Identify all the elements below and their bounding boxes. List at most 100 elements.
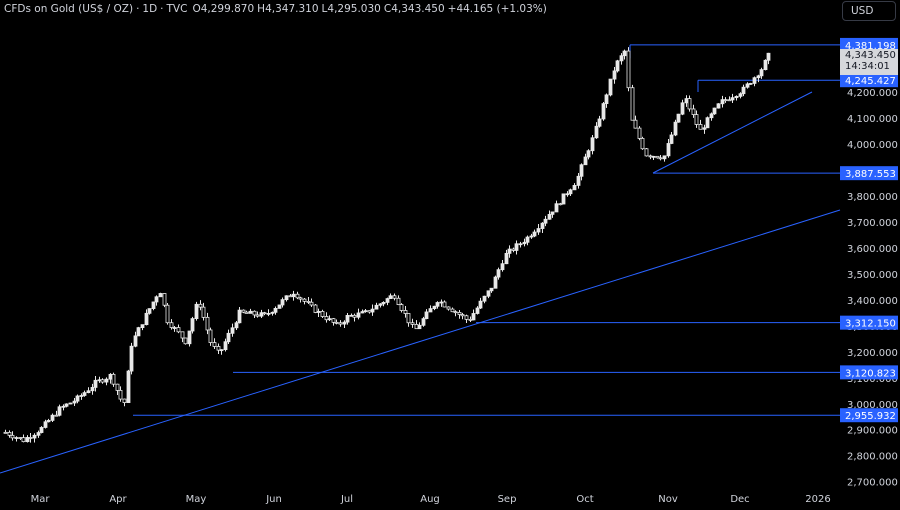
candle-down xyxy=(180,331,185,339)
candle-up xyxy=(590,137,595,152)
candlesticks xyxy=(3,47,771,443)
candle-up xyxy=(493,276,498,289)
close-label: C xyxy=(383,3,392,15)
high-value: 4,347.310 xyxy=(265,3,319,15)
x-tick-label: Dec xyxy=(730,494,749,505)
candle-up xyxy=(187,330,192,345)
close-value: 4,343.450 xyxy=(391,3,445,15)
y-tick-label: 4,000.000 xyxy=(847,140,898,151)
candle-up xyxy=(428,308,433,313)
candle-down xyxy=(464,315,469,320)
symbol-name[interactable]: CFDs on Gold (US$ / OZ) xyxy=(4,3,134,15)
candle-up xyxy=(514,243,519,251)
bar-countdown: 14:34:01 xyxy=(845,61,890,72)
candle-down xyxy=(338,322,343,325)
candle-down xyxy=(334,321,339,324)
level-label-bg xyxy=(840,408,898,423)
candle-up xyxy=(547,214,552,220)
candle-up xyxy=(417,324,422,330)
candle-up xyxy=(280,299,285,306)
horizontal-levels[interactable] xyxy=(133,44,840,416)
candle-up xyxy=(489,287,494,292)
candle-down xyxy=(694,114,699,125)
candle-up xyxy=(61,405,66,408)
candle-up xyxy=(144,312,149,326)
candle-up xyxy=(360,311,365,314)
interval[interactable]: 1D xyxy=(142,3,158,15)
candle-down xyxy=(457,311,462,315)
candle-up xyxy=(536,228,541,233)
candle-down xyxy=(626,50,631,89)
level-label: 3,887.553 xyxy=(845,169,896,180)
x-tick-label: Aug xyxy=(420,494,440,505)
x-tick-label: May xyxy=(186,494,207,505)
candle-up xyxy=(748,83,753,85)
candle-up xyxy=(284,295,289,301)
candle-up xyxy=(194,303,199,320)
candle-up xyxy=(363,310,368,313)
candle-down xyxy=(403,310,408,314)
candle-down xyxy=(298,297,303,300)
candle-down xyxy=(162,293,167,306)
candle-down xyxy=(306,300,311,303)
candle-down xyxy=(288,295,293,298)
candle-up xyxy=(248,310,253,314)
candle-up xyxy=(522,241,527,245)
candle-down xyxy=(655,155,660,159)
candle-up xyxy=(270,311,275,314)
candle-up xyxy=(388,295,393,300)
candle-up xyxy=(316,310,321,313)
currency-button[interactable]: USD xyxy=(842,1,896,21)
change-value: +44.165 (+1.03%) xyxy=(447,3,547,15)
last-price-label: 4,343.450 14:34:01 xyxy=(840,49,898,75)
candle-up xyxy=(327,318,332,321)
candle-down xyxy=(111,373,116,385)
candle-up xyxy=(43,421,48,428)
candle-up xyxy=(568,189,573,195)
candle-up xyxy=(741,86,746,95)
x-axis[interactable]: Mar Apr May Jun Jul Aug Sep Oct Nov Dec 2026 xyxy=(31,494,831,505)
candle-up xyxy=(36,432,41,436)
candle-up xyxy=(615,60,620,72)
candle-down xyxy=(727,99,732,102)
candle-up xyxy=(46,419,51,423)
candle-up xyxy=(684,98,689,104)
candle-up xyxy=(370,308,375,313)
candle-down xyxy=(122,398,127,403)
short-term-trendline xyxy=(652,91,813,174)
candle-down xyxy=(446,306,451,310)
candle-up xyxy=(666,143,671,157)
candle-up xyxy=(676,113,681,123)
candle-down xyxy=(3,431,8,434)
candle-down xyxy=(313,304,318,313)
candle-down xyxy=(352,314,357,318)
y-axis[interactable]: 4,200.0004,100.0004,000.0003,900.0003,80… xyxy=(847,88,898,489)
open-value: 4,299.870 xyxy=(200,3,255,15)
candle-down xyxy=(165,304,170,324)
candle-down xyxy=(414,323,419,330)
candle-up xyxy=(147,308,152,314)
candle-up xyxy=(561,193,566,205)
x-tick-label: Nov xyxy=(658,494,678,505)
candle-down xyxy=(183,337,188,345)
candle-up xyxy=(435,302,440,307)
candle-up xyxy=(72,400,77,404)
candle-up xyxy=(576,175,581,186)
candle-down xyxy=(212,342,217,347)
candle-up xyxy=(500,263,505,271)
candle-down xyxy=(324,316,329,321)
candle-down xyxy=(28,437,33,439)
candle-up xyxy=(432,305,437,310)
candle-up xyxy=(540,222,545,229)
candle-up xyxy=(550,211,555,215)
level-label-bg xyxy=(840,365,898,380)
candle-up xyxy=(277,304,282,309)
trendlines[interactable] xyxy=(0,91,841,474)
candle-up xyxy=(108,373,113,380)
low-label: L xyxy=(321,3,328,15)
candle-down xyxy=(558,203,563,206)
candle-up xyxy=(738,93,743,97)
candle-down xyxy=(100,379,105,383)
candle-up xyxy=(50,414,55,421)
